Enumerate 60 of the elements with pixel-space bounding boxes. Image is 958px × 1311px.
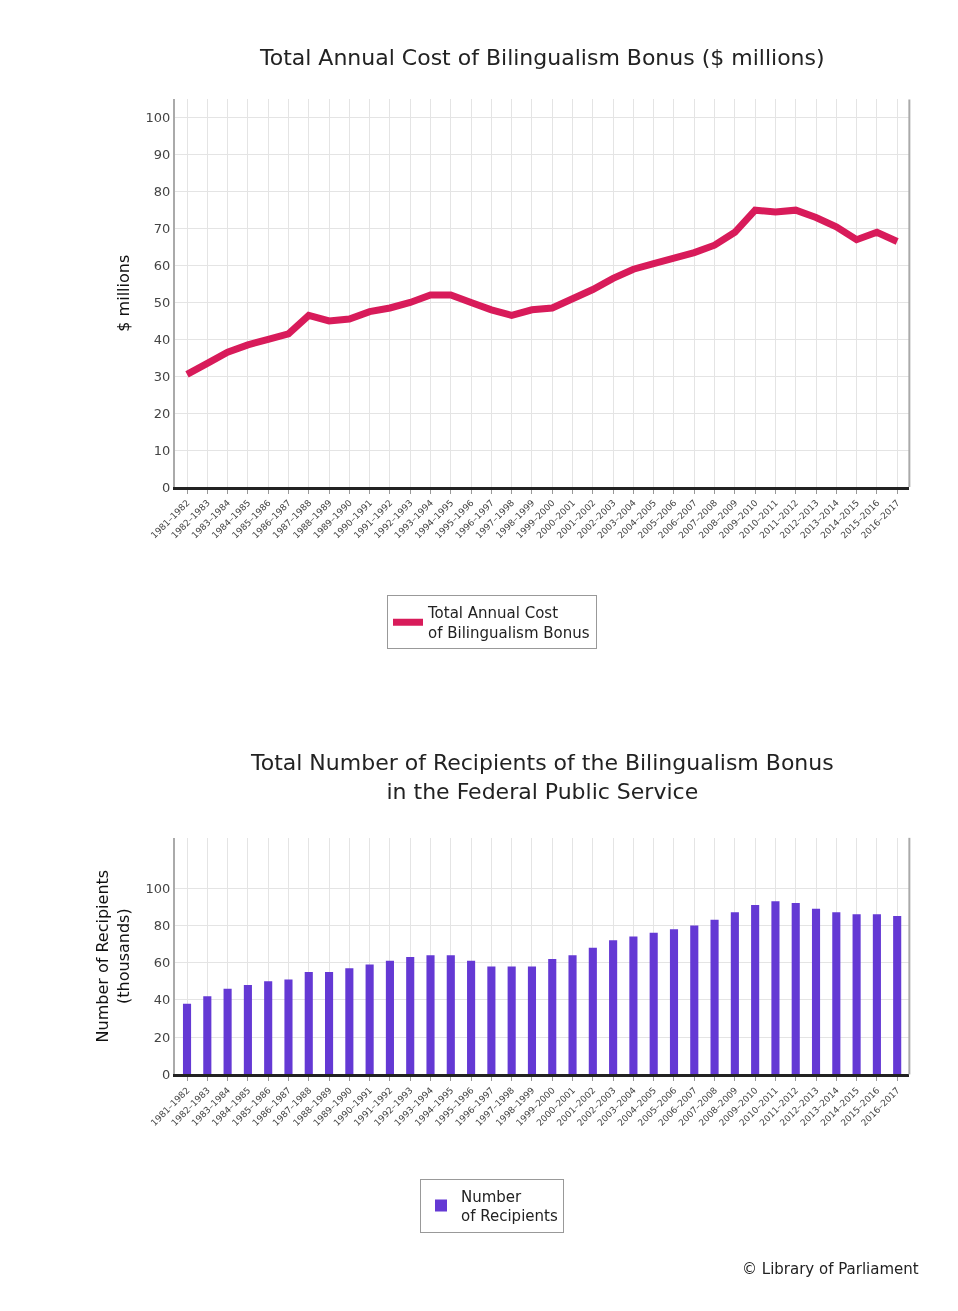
- bar: [669, 929, 679, 1075]
- chart-title: Total Annual Cost of Bilingualism Bonus ($ millions): [259, 45, 825, 70]
- bar: [284, 979, 293, 1075]
- chart-title: Total Number of Recipients of the Bilingualism Bonus in the Federal Public Service: [250, 750, 834, 804]
- legend-label: Total Annual Cost of Bilingualism Bonus: [427, 604, 590, 642]
- bar: [690, 925, 699, 1075]
- y-tick-label: 70: [153, 221, 171, 237]
- bar: [751, 904, 760, 1075]
- bar: [487, 966, 496, 1075]
- bar: [527, 966, 537, 1075]
- bar: [446, 955, 455, 1075]
- y-tick-label: 0: [161, 479, 171, 495]
- bar: [609, 940, 618, 1075]
- text: © Library of Parliament: [742, 1260, 919, 1278]
- y-axis-title: $ millions: [113, 254, 133, 332]
- y-tick-label: 0: [161, 1066, 171, 1082]
- y-tick-label: 100: [145, 880, 171, 896]
- y-axis-title: Number of Recipients (thousands): [93, 869, 133, 1043]
- bar: [811, 908, 821, 1075]
- y-tick-label: 40: [153, 992, 171, 1008]
- y-tick-label: 10: [153, 442, 171, 458]
- bar: [649, 932, 658, 1075]
- y-tick-label: 40: [153, 331, 171, 347]
- bar: [893, 916, 902, 1075]
- bar: [385, 960, 394, 1075]
- bar: [872, 914, 881, 1075]
- y-tick-label: 20: [153, 1029, 171, 1045]
- y-tick-label: 80: [153, 184, 171, 200]
- y-tick-label: 20: [153, 405, 171, 421]
- bar: [182, 1003, 192, 1075]
- bar: [771, 901, 780, 1075]
- bar: [629, 936, 638, 1075]
- bar: [406, 957, 415, 1075]
- bar: [203, 996, 212, 1075]
- bar: [365, 964, 374, 1075]
- bar: [223, 988, 232, 1075]
- y-tick-label: 30: [153, 368, 171, 384]
- y-tick-label: 90: [153, 147, 171, 163]
- bar: [426, 955, 435, 1075]
- y-tick-label: 80: [153, 917, 171, 933]
- bar: [730, 912, 739, 1075]
- bar: [325, 971, 334, 1075]
- bar: [588, 947, 597, 1075]
- bar: [791, 903, 800, 1075]
- legend-label: Number of Recipients: [461, 1187, 558, 1226]
- bar: [467, 960, 476, 1075]
- bar: [852, 914, 861, 1075]
- bar: [243, 985, 252, 1075]
- bar: [832, 912, 841, 1075]
- bar: [568, 955, 577, 1075]
- bar: [548, 958, 557, 1075]
- y-tick-label: 60: [153, 955, 171, 971]
- y-tick-label: 100: [145, 110, 171, 126]
- bar: [345, 968, 354, 1075]
- y-tick-label: 60: [153, 258, 171, 274]
- bar: [264, 981, 273, 1075]
- bar: [710, 919, 719, 1075]
- bar: [507, 966, 516, 1075]
- bar: [304, 971, 313, 1075]
- y-tick-label: 50: [153, 294, 171, 310]
